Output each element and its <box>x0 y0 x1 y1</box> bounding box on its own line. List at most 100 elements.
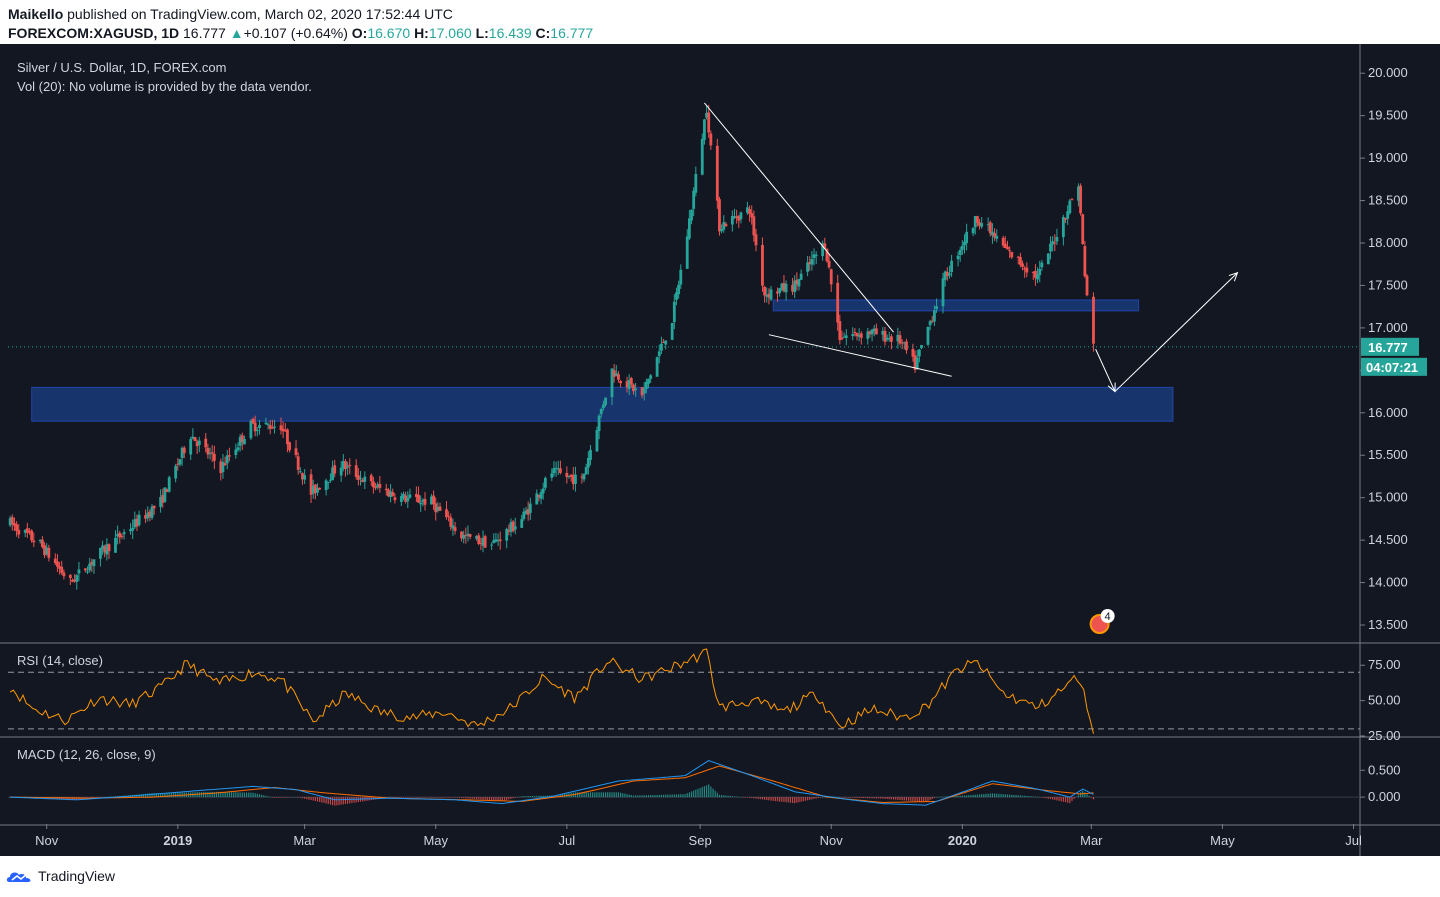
macd-histogram-bar <box>435 797 437 798</box>
candle-body <box>1053 242 1057 244</box>
macd-histogram-bar <box>555 795 557 798</box>
macd-histogram-bar <box>267 796 269 798</box>
candle-body <box>520 519 524 528</box>
macd-histogram-bar <box>650 795 652 798</box>
candle-body <box>857 335 861 337</box>
macd-histogram-bar <box>1090 797 1092 798</box>
macd-histogram-bar <box>731 796 733 798</box>
macd-histogram-bar <box>334 797 336 806</box>
candle-body <box>167 477 171 492</box>
candle-body <box>612 370 616 377</box>
candle-body <box>189 439 193 455</box>
macd-histogram-bar <box>776 797 779 802</box>
macd-histogram-bar <box>336 797 338 806</box>
time-tick-label: Mar <box>293 833 316 848</box>
macd-histogram-bar <box>387 797 390 798</box>
candle-body <box>1081 214 1085 244</box>
macd-histogram-bar <box>465 797 467 799</box>
macd-histogram-bar <box>622 793 624 798</box>
macd-histogram-bar <box>493 797 495 801</box>
candle-body <box>176 463 180 465</box>
macd-histogram-bar <box>95 797 97 798</box>
price-change: +0.107 (+0.64%) <box>243 25 348 41</box>
macd-histogram-bar <box>742 797 744 798</box>
candle-body <box>288 442 291 451</box>
low-value: 16.439 <box>488 25 532 41</box>
publish-info: Maikello published on TradingView.com, M… <box>8 6 453 22</box>
macd-histogram-bar <box>974 794 976 798</box>
candle-body <box>174 465 178 479</box>
macd-histogram-bar <box>170 792 172 798</box>
candle-body <box>806 262 809 272</box>
candle-body <box>900 342 904 344</box>
candle-body <box>71 579 74 582</box>
candle-body <box>782 283 786 292</box>
macd-histogram-bar <box>463 797 465 799</box>
macd-histogram-bar <box>491 797 493 801</box>
publish-date: published on TradingView.com, March 02, … <box>67 6 453 22</box>
candle-body <box>874 328 878 335</box>
candle-body <box>761 244 764 286</box>
candle-body <box>687 218 691 239</box>
candle-body <box>703 119 706 140</box>
candle-body <box>988 222 992 234</box>
candle-body <box>647 378 650 384</box>
macd-histogram-bar <box>647 795 650 798</box>
macd-histogram-bar <box>97 797 99 798</box>
candle-body <box>1021 263 1024 267</box>
chart-area[interactable]: 20.000 19.500 19.000 18.500 18.000 17.500 17.0… <box>0 44 1440 856</box>
macd-histogram-bar <box>871 797 873 799</box>
macd-histogram-bar <box>748 797 751 798</box>
macd-histogram-bar <box>224 791 226 798</box>
candle-body <box>629 378 633 385</box>
candle-body <box>911 348 915 357</box>
macd-histogram-bar <box>506 797 508 800</box>
candle-body <box>769 289 773 300</box>
candle-body <box>565 472 569 478</box>
candle-body <box>709 133 713 146</box>
macd-histogram-bar <box>1009 794 1011 798</box>
macd-histogram-bar <box>144 793 147 798</box>
candle-body <box>281 428 285 432</box>
tradingview-logo-icon[interactable] <box>6 868 34 884</box>
macd-histogram-bar <box>927 797 929 802</box>
candle-body <box>118 532 122 538</box>
macd-histogram-bar <box>220 791 222 798</box>
macd-histogram-bar <box>688 792 690 798</box>
candle-body <box>159 496 163 507</box>
candle-body <box>926 326 930 345</box>
macd-histogram-bar <box>635 795 637 798</box>
candle-body <box>715 145 719 201</box>
macd-histogram-bar <box>271 797 273 798</box>
macd-histogram-bar <box>353 797 355 803</box>
macd-histogram-bar <box>430 797 433 798</box>
macd-histogram-bar <box>774 797 776 802</box>
candle-body <box>868 331 872 335</box>
tradingview-brand[interactable]: TradingView <box>38 868 116 884</box>
macd-histogram-bar <box>607 792 609 798</box>
macd-histogram-bar <box>349 797 351 804</box>
macd-histogram-bar <box>379 797 381 799</box>
candle-body <box>1077 186 1080 201</box>
candle-body <box>273 426 276 428</box>
candle-body <box>960 245 964 250</box>
candle-body <box>294 448 298 456</box>
macd-histogram-bar <box>443 797 445 798</box>
author-name[interactable]: Maikello <box>8 6 64 22</box>
candle-body <box>941 278 945 307</box>
macd-histogram-bar <box>91 797 93 799</box>
macd-histogram-bar <box>338 797 340 806</box>
candle-body <box>466 533 470 536</box>
candle-body <box>101 545 104 550</box>
macd-histogram-bar <box>514 797 516 798</box>
candle-body <box>746 207 749 213</box>
macd-histogram-bar <box>721 795 723 798</box>
macd-histogram-bar <box>772 797 774 801</box>
macd-histogram-bar <box>858 797 860 798</box>
macd-histogram-bar <box>1019 795 1021 798</box>
candle-body <box>1055 237 1059 242</box>
macd-histogram-bar <box>166 792 168 798</box>
macd-histogram-bar <box>1069 797 1071 804</box>
price-tick-label: 18.000 <box>1368 235 1408 250</box>
macd-histogram-bar <box>112 796 114 798</box>
